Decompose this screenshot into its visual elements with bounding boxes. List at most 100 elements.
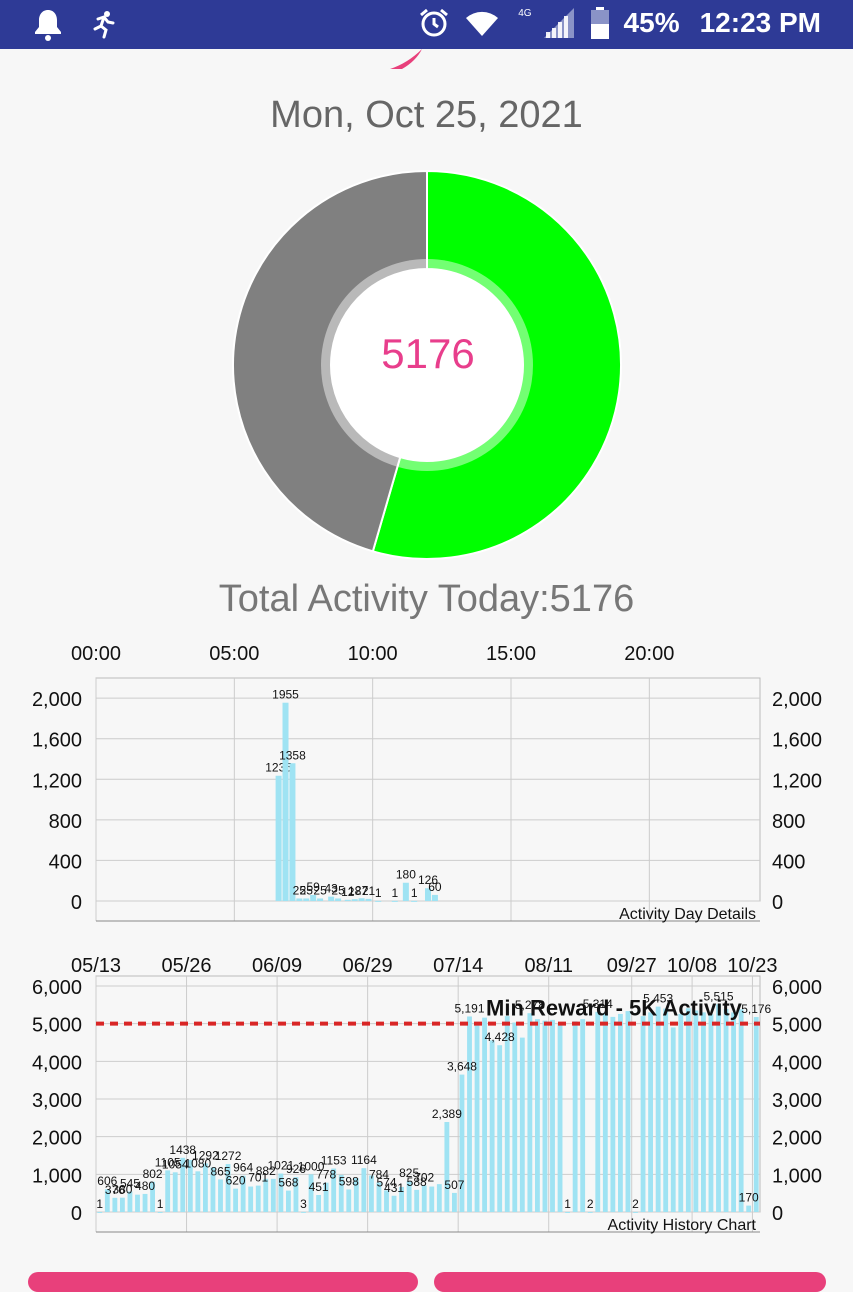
history-bar bbox=[157, 1211, 163, 1213]
history-bar bbox=[278, 1173, 284, 1212]
day-bar bbox=[365, 898, 372, 901]
y-tick-label-right: 4,000 bbox=[772, 1052, 822, 1074]
y-tick-label-left: 800 bbox=[49, 811, 82, 833]
history-bar bbox=[316, 1195, 322, 1212]
history-bar-label: 568 bbox=[278, 1176, 298, 1190]
history-bar bbox=[534, 1019, 540, 1212]
day-bar-label: 25 bbox=[293, 883, 307, 897]
history-bar-label: 1054 bbox=[162, 1157, 189, 1171]
history-bar bbox=[663, 1008, 669, 1212]
day-bar bbox=[289, 763, 296, 901]
history-bar bbox=[459, 1074, 465, 1212]
y-tick-label-left: 1,600 bbox=[32, 730, 82, 752]
y-tick-label-left: 2,000 bbox=[32, 689, 82, 711]
y-tick-label-right: 6,000 bbox=[772, 977, 822, 999]
history-bar bbox=[225, 1164, 231, 1212]
history-bar bbox=[406, 1180, 412, 1212]
history-bar-label: 702 bbox=[414, 1171, 434, 1185]
history-bar bbox=[233, 1188, 239, 1212]
history-bar-label: 882 bbox=[256, 1164, 276, 1178]
history-bar-label: 1292 bbox=[192, 1148, 219, 1162]
history-bar bbox=[429, 1186, 435, 1212]
x-tick-label: 10/08 bbox=[667, 955, 717, 977]
history-bar bbox=[301, 1211, 306, 1213]
x-tick-label: 20:00 bbox=[624, 643, 674, 665]
history-bar bbox=[384, 1190, 389, 1212]
target-line-label: Min Reward - 5K Activity bbox=[486, 996, 743, 1021]
history-bar-label: 1021 bbox=[268, 1159, 295, 1173]
day-bar bbox=[411, 900, 418, 902]
day-bar bbox=[296, 898, 303, 901]
history-bar-label: 865 bbox=[210, 1164, 230, 1178]
history-bar bbox=[308, 1174, 314, 1212]
history-bar-label: 1105 bbox=[155, 1155, 181, 1169]
notification-bell-icon bbox=[35, 10, 61, 41]
history-bar-label: 480 bbox=[135, 1179, 155, 1193]
history-bar bbox=[240, 1175, 246, 1212]
history-bar bbox=[293, 1177, 299, 1212]
day-bar-label: 1955 bbox=[272, 688, 299, 702]
y-tick-label-right: 3,000 bbox=[772, 1090, 822, 1112]
history-bar bbox=[633, 1211, 638, 1213]
history-bar bbox=[467, 1016, 472, 1212]
history-bar bbox=[270, 1178, 276, 1212]
history-bar bbox=[135, 1194, 140, 1212]
history-bar-label: 170 bbox=[739, 1191, 759, 1205]
history-bar bbox=[202, 1163, 208, 1212]
history-bar bbox=[97, 1211, 103, 1213]
history-bar bbox=[565, 1211, 571, 1213]
chart-title: Activity History Chart bbox=[608, 1217, 757, 1234]
history-bar bbox=[165, 1170, 171, 1212]
day-bar-label: 25 bbox=[331, 883, 345, 897]
history-bar bbox=[610, 1016, 616, 1212]
history-bar bbox=[331, 1168, 337, 1212]
history-bar bbox=[112, 1197, 118, 1212]
day-bar-label: 180 bbox=[396, 868, 416, 882]
history-bar-label: 2 bbox=[587, 1197, 594, 1211]
day-bar-label: 18 bbox=[348, 884, 362, 898]
history-bar bbox=[482, 1017, 488, 1212]
y-tick-label-right: 800 bbox=[772, 811, 805, 833]
day-bar bbox=[351, 899, 358, 901]
history-bar bbox=[731, 1012, 737, 1212]
bottom-right-button[interactable] bbox=[434, 1272, 826, 1292]
battery-icon bbox=[590, 7, 609, 39]
activity-history-chart: 0 0 1,000 1,000 2,000 2,000 3,000 3,000 4,000 4,0… bbox=[32, 955, 822, 1234]
x-tick-label: 15:00 bbox=[486, 643, 536, 665]
total-activity-text: Total Activity Today:5176 bbox=[218, 578, 635, 620]
history-bar bbox=[617, 1013, 623, 1212]
history-bar bbox=[738, 1009, 744, 1212]
history-bar-label: 5,515 bbox=[703, 989, 733, 1003]
history-bar-label: 1080 bbox=[185, 1156, 212, 1170]
history-bar-label: 598 bbox=[339, 1174, 359, 1188]
history-bar bbox=[693, 1010, 699, 1212]
history-bar-label: 431 bbox=[384, 1181, 404, 1195]
x-tick-label: 09/27 bbox=[607, 955, 657, 977]
y-tick-label-right: 2,000 bbox=[772, 689, 822, 711]
history-bar bbox=[655, 1006, 661, 1212]
bottom-left-button[interactable] bbox=[28, 1272, 418, 1292]
history-bar bbox=[119, 1197, 125, 1212]
x-tick-label: 00:00 bbox=[71, 643, 121, 665]
x-tick-label: 10/23 bbox=[727, 955, 777, 977]
day-bar-label: 27 bbox=[355, 883, 369, 897]
day-bar-label: 1358 bbox=[279, 748, 306, 762]
day-bar-label: 25 bbox=[300, 883, 314, 897]
history-bar bbox=[625, 1011, 631, 1212]
history-bar bbox=[474, 1021, 480, 1212]
history-bar bbox=[527, 1013, 533, 1212]
history-bar-label: 825 bbox=[399, 1166, 419, 1180]
x-tick-label: 07/14 bbox=[433, 955, 483, 977]
y-tick-label-right: 0 bbox=[772, 892, 783, 914]
y-tick-label-right: 5,000 bbox=[772, 1015, 822, 1037]
history-bar-label: 1000 bbox=[298, 1159, 325, 1173]
status-time: 12:23 PM bbox=[699, 7, 821, 38]
day-bar-label: 1 bbox=[391, 886, 398, 900]
day-bar bbox=[282, 702, 289, 901]
day-bar bbox=[402, 882, 409, 901]
history-bar-label: 507 bbox=[444, 1178, 464, 1192]
y-tick-label-right: 400 bbox=[772, 851, 805, 873]
history-bar bbox=[640, 1016, 646, 1212]
history-bar-label: 1438 bbox=[169, 1143, 196, 1157]
history-bar bbox=[602, 1012, 608, 1212]
